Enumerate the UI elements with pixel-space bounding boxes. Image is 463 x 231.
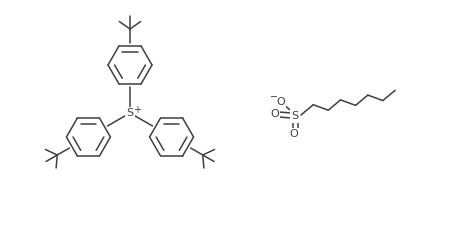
Text: S: S bbox=[291, 111, 298, 121]
Text: S: S bbox=[126, 108, 133, 118]
Text: O: O bbox=[270, 109, 279, 119]
Text: +: + bbox=[133, 105, 141, 115]
Text: −: − bbox=[269, 92, 277, 102]
Text: O: O bbox=[276, 97, 285, 107]
Text: O: O bbox=[289, 129, 298, 139]
